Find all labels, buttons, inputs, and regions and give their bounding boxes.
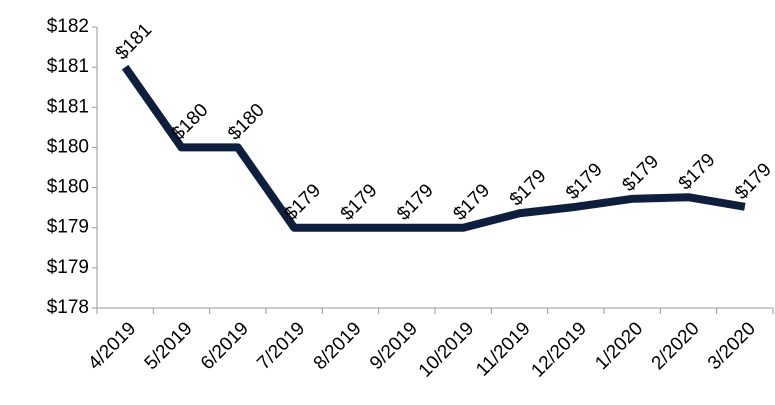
data-label: $179 (731, 159, 775, 204)
data-label: $179 (337, 180, 382, 225)
data-label: $179 (506, 166, 551, 211)
x-tick-label: 4/2019 (84, 318, 140, 374)
y-tick-label: $180 (47, 136, 89, 157)
x-tick-label: 7/2019 (253, 318, 309, 374)
data-label: $181 (111, 19, 156, 64)
y-tick-label: $181 (47, 96, 89, 117)
data-label: $179 (675, 150, 720, 195)
y-tick-label: $182 (47, 16, 89, 37)
x-tick-label: 10/2019 (415, 318, 478, 381)
x-tick-label: 9/2019 (366, 318, 422, 374)
data-label: $179 (562, 159, 607, 204)
y-tick-label: $181 (47, 56, 89, 77)
y-tick-label: $178 (47, 297, 89, 318)
data-label: $179 (618, 151, 663, 196)
x-tick-label: 11/2019 (472, 318, 534, 380)
y-tick-label: $179 (47, 257, 89, 278)
x-tick-label: 5/2019 (141, 318, 197, 374)
x-tick-label: 1/2020 (591, 318, 647, 374)
x-tick-label: 3/2020 (704, 318, 760, 374)
x-tick-label: 12/2019 (527, 318, 590, 381)
y-tick-label: $180 (47, 177, 89, 198)
y-tick-label: $179 (47, 217, 89, 238)
x-tick-label: 8/2019 (310, 318, 366, 374)
data-label: $180 (224, 100, 269, 145)
x-tick-label: 2/2020 (648, 318, 704, 374)
line (121, 64, 746, 232)
data-label: $179 (393, 180, 438, 225)
x-tick-label: 6/2019 (197, 318, 253, 374)
